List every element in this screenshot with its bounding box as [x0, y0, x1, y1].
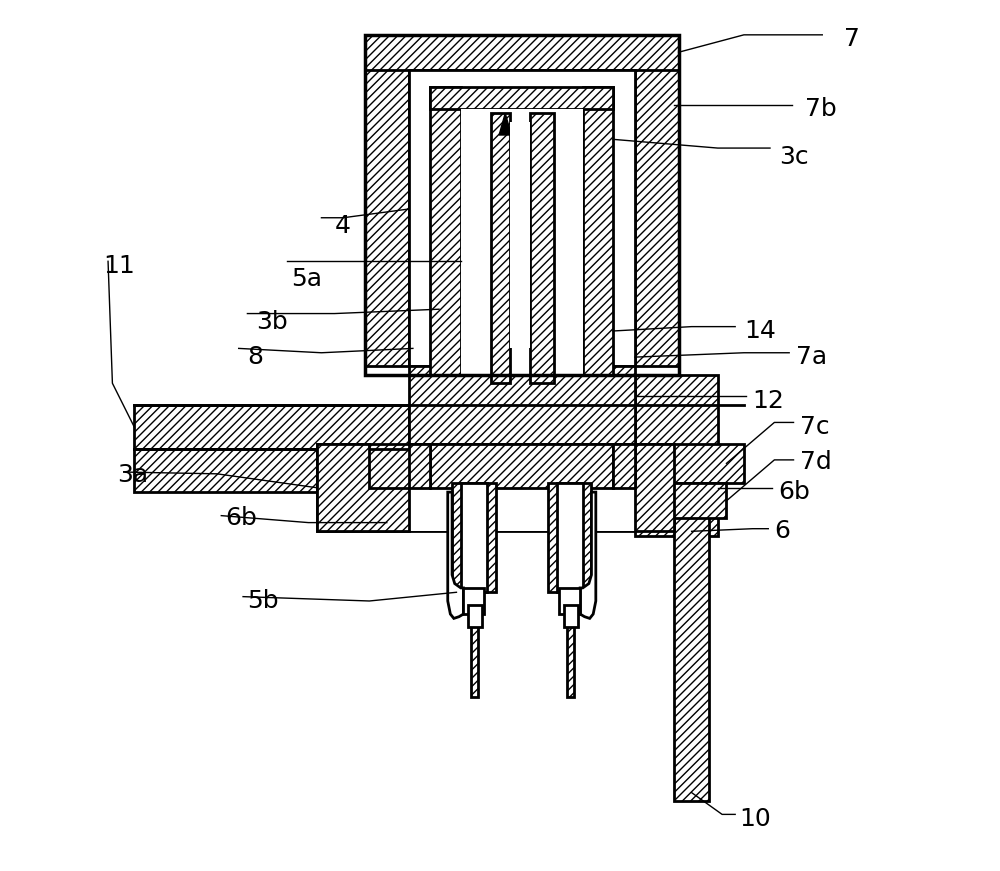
Bar	[468, 605, 482, 627]
Bar	[510, 122, 530, 348]
Polygon shape	[409, 366, 635, 444]
Polygon shape	[365, 35, 679, 70]
Bar	[564, 605, 578, 627]
Text: 5b: 5b	[247, 589, 279, 613]
Text: 11: 11	[104, 253, 135, 278]
Text: 5a: 5a	[291, 267, 322, 291]
Bar	[567, 610, 574, 697]
Polygon shape	[530, 113, 554, 383]
Polygon shape	[635, 483, 726, 518]
Polygon shape	[430, 87, 613, 109]
Polygon shape	[409, 444, 430, 488]
Polygon shape	[448, 492, 463, 618]
Polygon shape	[317, 444, 409, 531]
Polygon shape	[430, 87, 461, 375]
Text: 7b: 7b	[805, 97, 837, 121]
Polygon shape	[548, 483, 591, 592]
Text: 7a: 7a	[796, 345, 827, 369]
Bar	[559, 588, 580, 614]
Text: 7c: 7c	[800, 415, 830, 439]
Polygon shape	[635, 35, 679, 366]
Polygon shape	[674, 483, 709, 801]
Polygon shape	[452, 483, 496, 592]
Text: 3b: 3b	[256, 310, 288, 334]
Bar	[365, 35, 679, 375]
Polygon shape	[635, 444, 744, 483]
Polygon shape	[365, 35, 409, 366]
Polygon shape	[635, 444, 674, 531]
Polygon shape	[134, 405, 409, 449]
Text: 6b: 6b	[226, 506, 258, 530]
Polygon shape	[491, 113, 510, 383]
Polygon shape	[430, 444, 613, 488]
Text: 12: 12	[753, 388, 784, 413]
Text: 3c: 3c	[779, 145, 808, 169]
Text: 6: 6	[774, 519, 790, 544]
Text: 7: 7	[844, 27, 860, 51]
Bar	[463, 588, 484, 614]
Bar	[471, 610, 478, 697]
Text: 3a: 3a	[117, 463, 148, 487]
Bar	[409, 70, 635, 366]
Bar	[409, 444, 635, 531]
Bar	[557, 483, 583, 592]
Text: 4: 4	[335, 214, 351, 239]
Text: 6b: 6b	[779, 480, 811, 504]
Polygon shape	[499, 113, 511, 135]
Polygon shape	[613, 444, 635, 488]
Text: 14: 14	[744, 319, 776, 343]
Text: 8: 8	[247, 345, 263, 369]
Bar	[461, 109, 583, 375]
Polygon shape	[583, 87, 613, 375]
Text: 10: 10	[740, 807, 771, 831]
Polygon shape	[635, 375, 718, 536]
Text: 7d: 7d	[800, 449, 832, 474]
Polygon shape	[134, 449, 317, 492]
Polygon shape	[580, 492, 596, 618]
Polygon shape	[317, 444, 635, 531]
Bar	[461, 483, 487, 592]
